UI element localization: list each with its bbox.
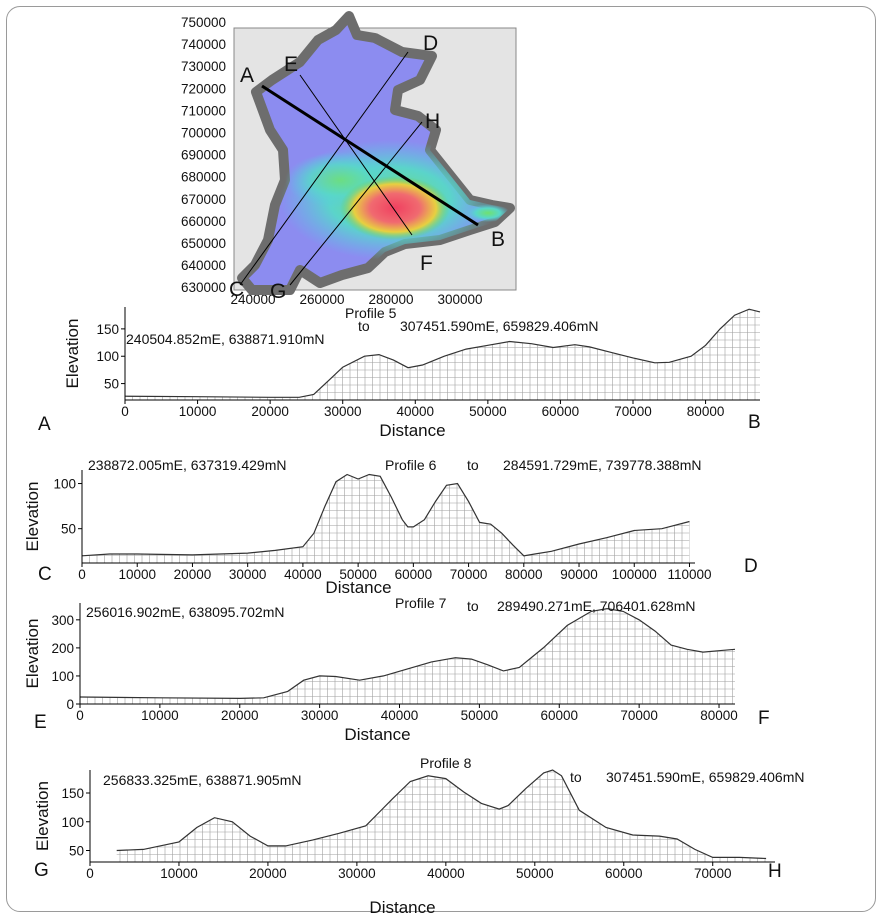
map-y-tick-label: 690000 [181, 148, 226, 163]
profile-endpoint-labels: A B C D E F G H [229, 32, 505, 303]
map-y-tick-labels: 750000 740000 730000 720000 710000 700000 6900… [181, 15, 226, 295]
map-label-b: B [491, 228, 505, 251]
map-label-g: G [270, 280, 286, 303]
map-label-h: H [425, 110, 440, 133]
map-x-tick-label: 240000 [230, 292, 275, 307]
map-label-d: D [423, 32, 438, 55]
map-y-tick-label: 640000 [181, 258, 226, 273]
map-label-e: E [284, 53, 298, 76]
map-y-tick-label: 680000 [181, 170, 226, 185]
map-y-tick-label: 710000 [181, 103, 226, 118]
profile-line-e-f [299, 74, 413, 236]
map-x-tick-label: 300000 [437, 292, 482, 307]
profile-line-a-b [261, 84, 479, 227]
map-label-c: C [229, 278, 244, 301]
map-y-tick-label: 720000 [181, 81, 226, 96]
map-y-tick-label: 730000 [181, 59, 226, 74]
map-y-tick-label: 630000 [181, 280, 226, 295]
map-x-tick-label: 280000 [368, 292, 413, 307]
map-y-tick-label: 750000 [181, 15, 226, 30]
map-y-tick-label: 700000 [181, 126, 226, 141]
elevation-surface [237, 11, 515, 295]
map-y-tick-label: 660000 [181, 214, 226, 229]
profile-line-c-d [239, 51, 409, 286]
map-x-tick-labels: 240000 260000 280000 300000 [230, 292, 482, 307]
map-x-tick-label: 260000 [299, 292, 344, 307]
map-label-a: A [240, 64, 254, 87]
profile-line-g-h [289, 121, 423, 286]
map-y-tick-label: 740000 [181, 37, 226, 52]
map-label-f: F [420, 252, 433, 275]
map-y-tick-label: 650000 [181, 236, 226, 251]
map-y-tick-label: 670000 [181, 192, 226, 207]
profile-lines [239, 51, 479, 286]
